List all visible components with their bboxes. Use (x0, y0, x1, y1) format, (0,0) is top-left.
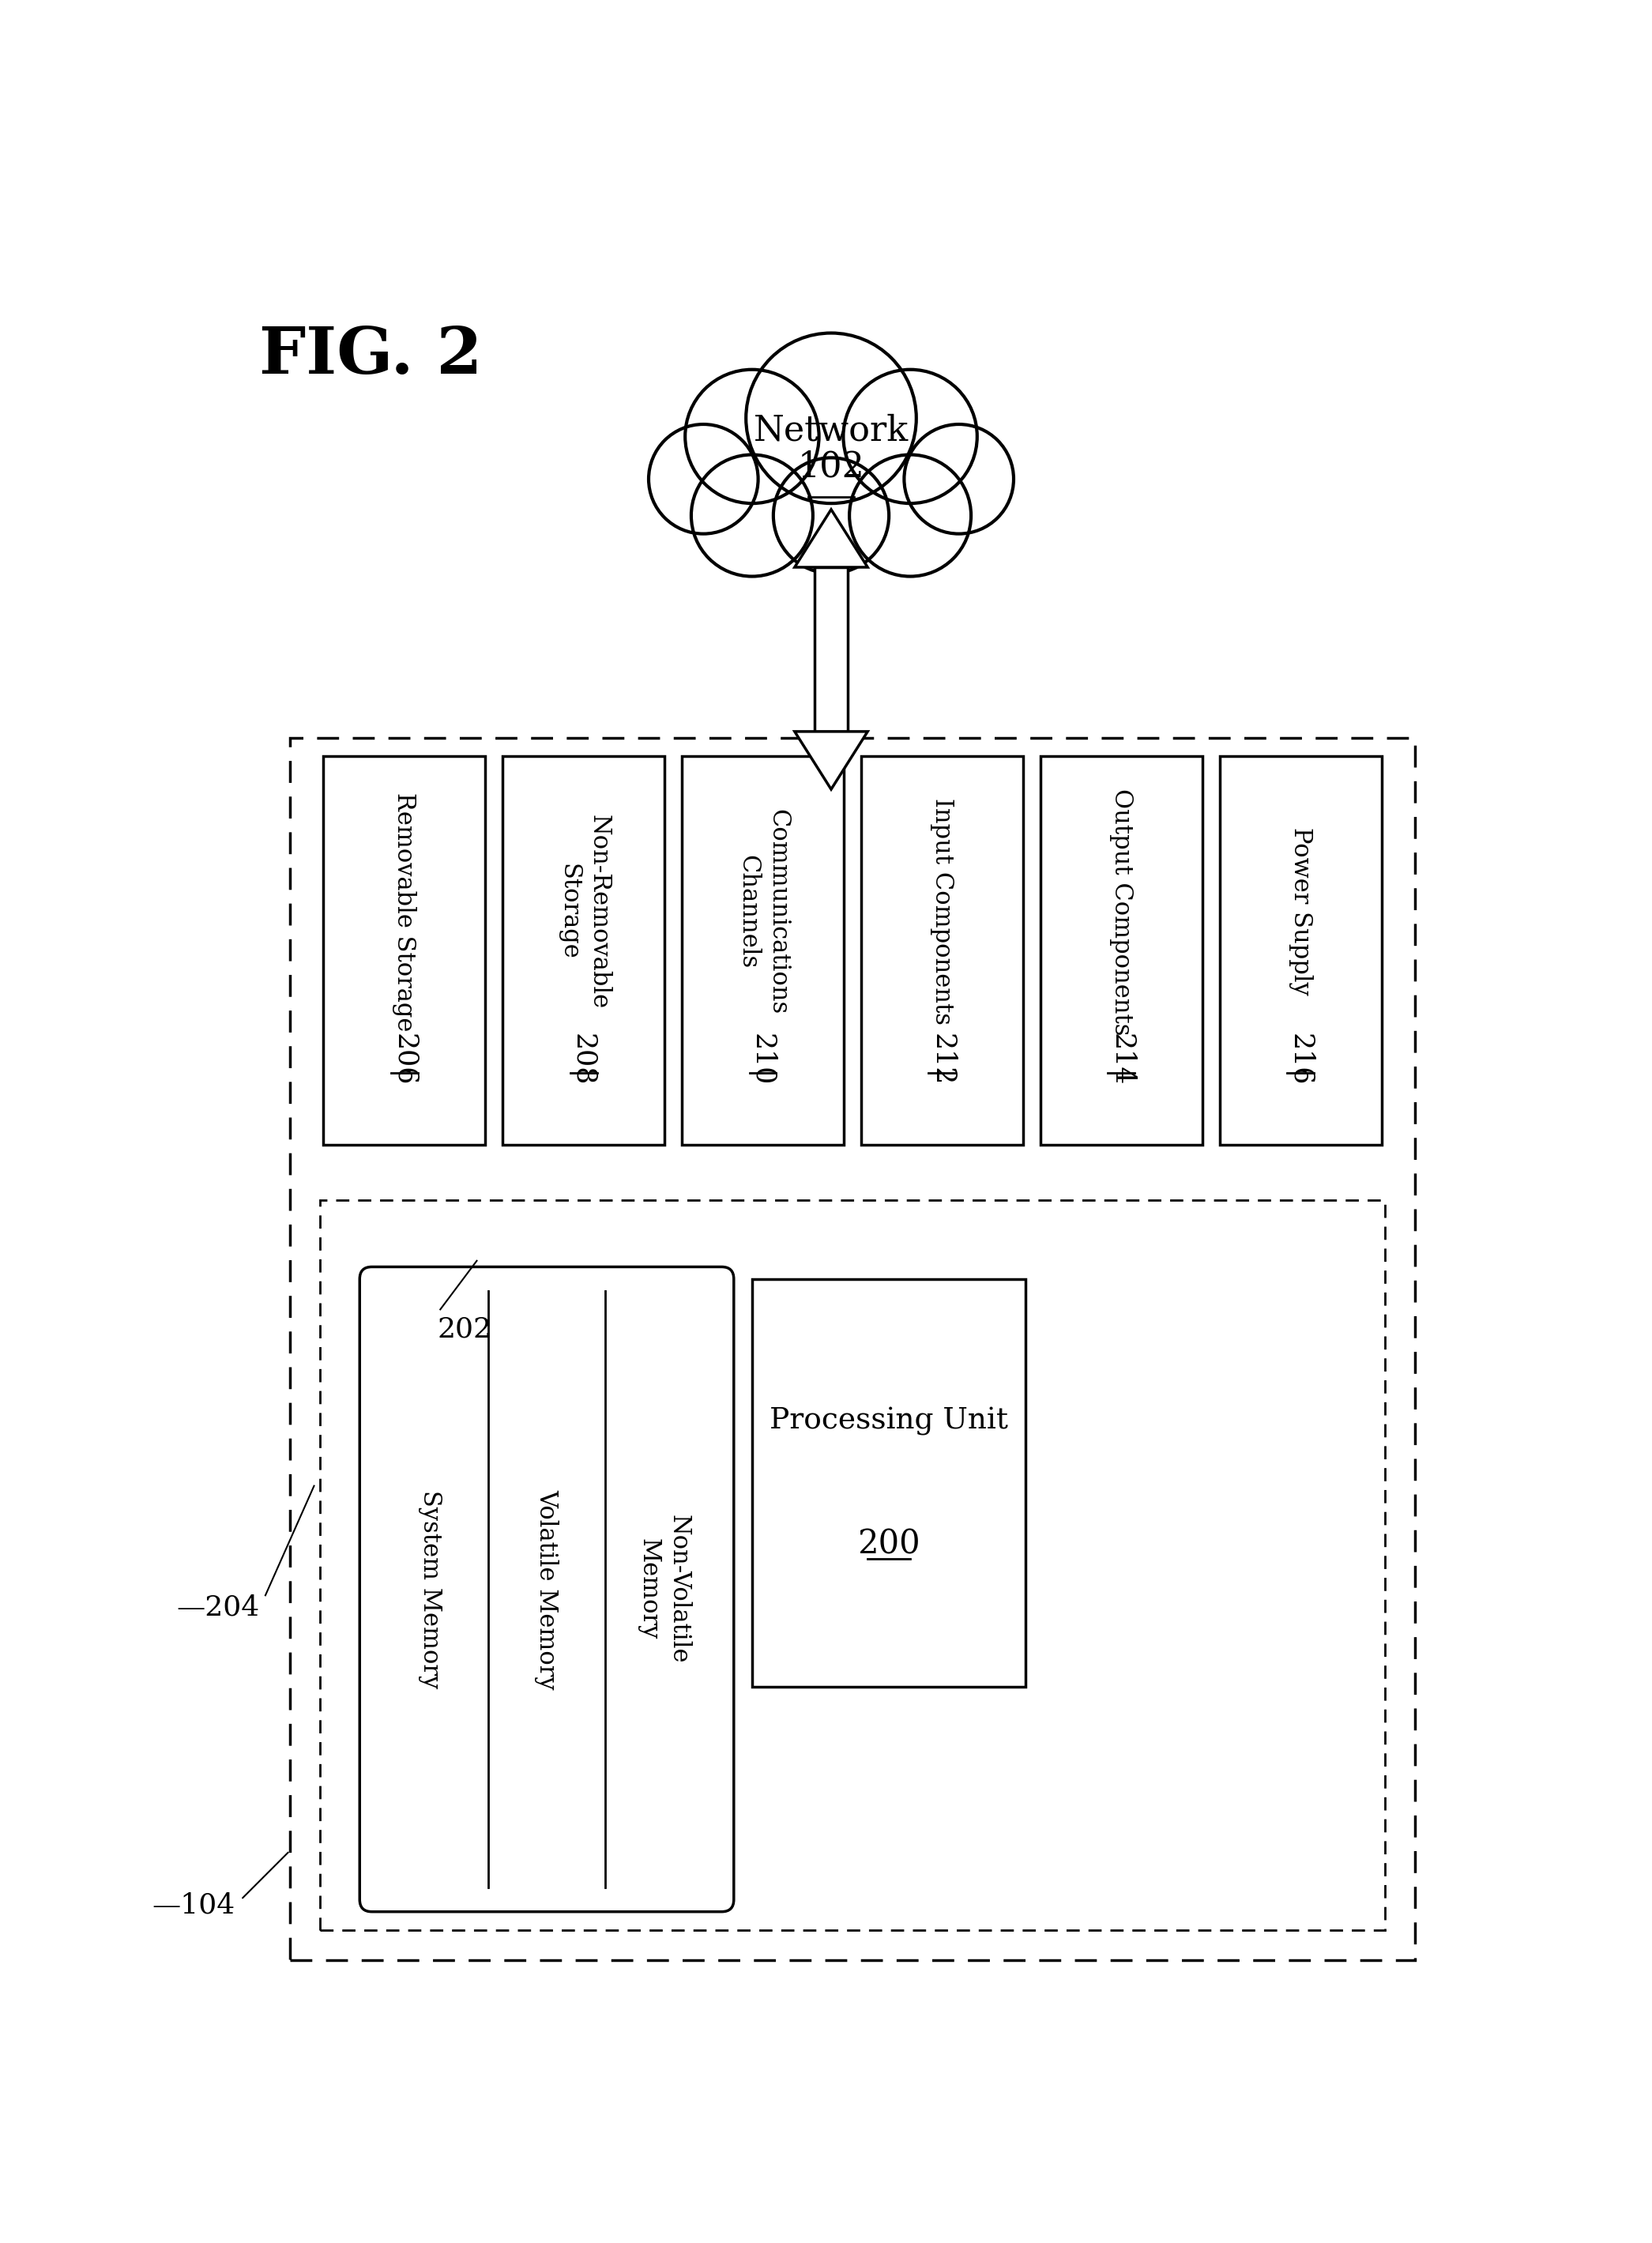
Text: 202: 202 (438, 1317, 492, 1341)
Circle shape (686, 370, 819, 502)
Circle shape (773, 458, 889, 574)
Text: System Memory: System Memory (418, 1489, 443, 1689)
Text: 216: 216 (1287, 1034, 1313, 1086)
Bar (814, 567, 847, 731)
Text: 214: 214 (1108, 1034, 1135, 1086)
Text: Input Components: Input Components (930, 799, 955, 1025)
Bar (1041, 756, 1203, 1146)
Circle shape (843, 370, 976, 502)
Polygon shape (795, 731, 867, 790)
Text: FIG. 2: FIG. 2 (259, 323, 482, 388)
Bar (752, 1279, 1026, 1687)
Bar (861, 756, 1023, 1146)
Circle shape (649, 424, 758, 534)
Text: Network: Network (753, 413, 909, 446)
Text: Non-Volatile
Memory: Non-Volatile Memory (636, 1514, 691, 1664)
Text: 208: 208 (570, 1034, 596, 1086)
Bar (502, 756, 664, 1146)
Text: 210: 210 (750, 1034, 776, 1086)
Text: —104: —104 (152, 1893, 235, 1920)
Text: Output Components: Output Components (1108, 787, 1133, 1034)
Text: Non-Removable
Storage: Non-Removable Storage (557, 814, 611, 1009)
Circle shape (849, 455, 971, 576)
Text: 200: 200 (857, 1527, 920, 1561)
Text: Communications
Channels: Communications Channels (735, 810, 790, 1014)
Text: 212: 212 (928, 1034, 955, 1086)
Text: Processing Unit: Processing Unit (770, 1406, 1008, 1436)
Text: Volatile Memory: Volatile Memory (535, 1489, 558, 1689)
FancyBboxPatch shape (360, 1267, 733, 1911)
Circle shape (747, 332, 917, 502)
Polygon shape (795, 509, 867, 567)
Bar (682, 756, 844, 1146)
Circle shape (691, 455, 813, 576)
Text: Power Supply: Power Supply (1289, 828, 1313, 996)
Text: 206: 206 (392, 1034, 418, 1086)
Bar (324, 756, 486, 1146)
Circle shape (904, 424, 1014, 534)
Text: 102: 102 (798, 451, 864, 484)
Text: Removable Storage: Removable Storage (392, 792, 416, 1032)
Bar (1219, 756, 1381, 1146)
Text: —204: —204 (177, 1595, 259, 1622)
